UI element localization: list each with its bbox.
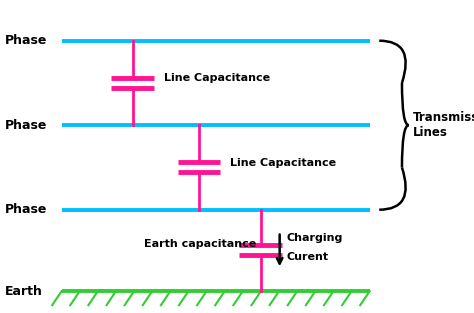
Text: Phase: Phase xyxy=(5,203,47,216)
Text: Earth capacitance: Earth capacitance xyxy=(144,239,256,249)
Text: Earth: Earth xyxy=(5,285,43,298)
Text: Phase: Phase xyxy=(5,119,47,132)
Text: Line Capacitance: Line Capacitance xyxy=(164,73,270,83)
Text: Line Capacitance: Line Capacitance xyxy=(230,158,336,168)
Text: Transmission
Lines: Transmission Lines xyxy=(412,111,474,139)
Text: Charging: Charging xyxy=(287,233,343,243)
Text: Curent: Curent xyxy=(287,252,329,262)
Text: Phase: Phase xyxy=(5,34,47,47)
